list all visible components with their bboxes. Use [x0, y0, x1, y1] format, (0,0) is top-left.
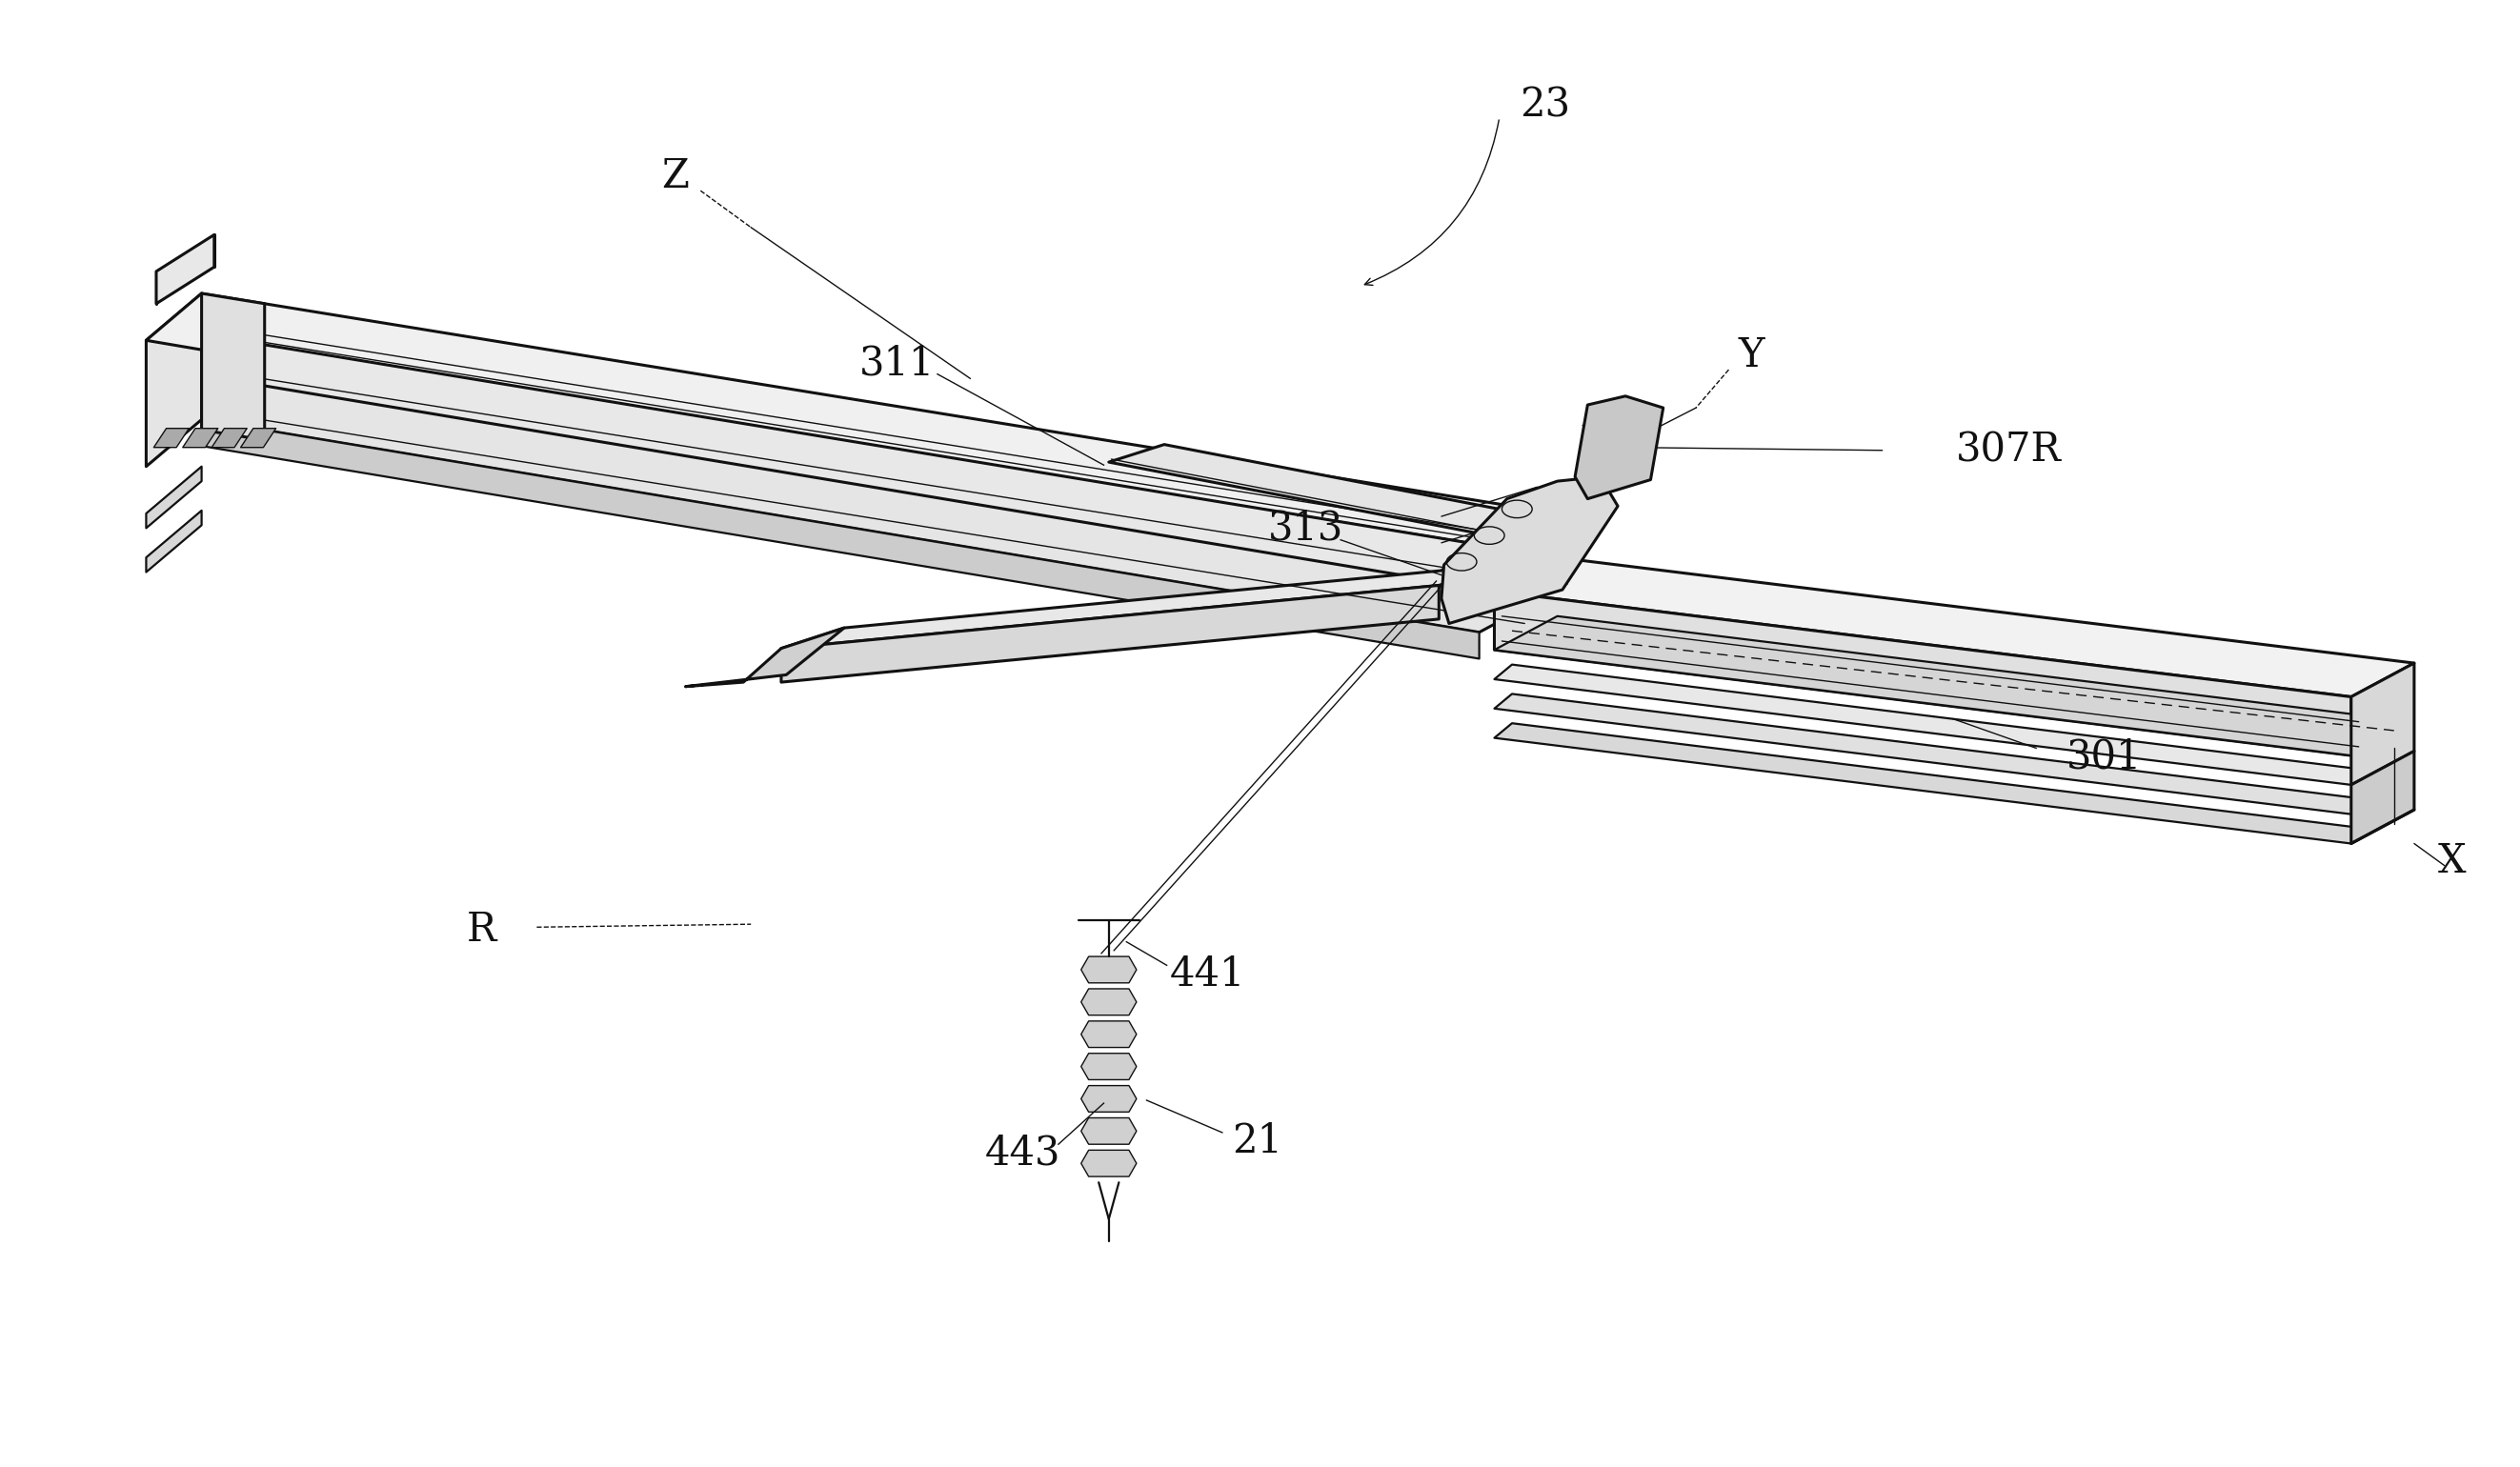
Text: 443: 443	[985, 1133, 1061, 1174]
Polygon shape	[781, 585, 1439, 682]
Text: 441: 441	[1169, 954, 1245, 995]
Polygon shape	[181, 428, 219, 447]
Polygon shape	[1494, 723, 2369, 844]
Text: 311: 311	[859, 343, 935, 384]
Text: Y: Y	[1739, 334, 1764, 376]
Polygon shape	[146, 467, 202, 528]
Polygon shape	[146, 511, 202, 572]
Polygon shape	[202, 345, 1557, 591]
Polygon shape	[202, 293, 265, 440]
Polygon shape	[1494, 591, 2351, 756]
Polygon shape	[1494, 694, 2369, 814]
Polygon shape	[1109, 445, 1575, 541]
Polygon shape	[156, 235, 214, 304]
Polygon shape	[212, 428, 247, 447]
Polygon shape	[1494, 616, 2414, 756]
Polygon shape	[1081, 1118, 1137, 1144]
Polygon shape	[202, 337, 1512, 577]
Polygon shape	[1081, 1021, 1137, 1047]
Text: R: R	[466, 910, 496, 951]
Polygon shape	[1575, 396, 1663, 499]
Polygon shape	[1441, 477, 1618, 623]
Polygon shape	[2351, 663, 2414, 785]
Polygon shape	[1081, 989, 1137, 1015]
Polygon shape	[146, 293, 265, 351]
Text: 313: 313	[1268, 508, 1343, 549]
Polygon shape	[1081, 1150, 1137, 1177]
Polygon shape	[781, 565, 1502, 648]
Text: 23: 23	[1520, 85, 1570, 126]
Text: 307R: 307R	[1956, 430, 2061, 471]
Polygon shape	[1081, 1053, 1137, 1080]
Polygon shape	[146, 293, 202, 467]
Polygon shape	[1081, 1086, 1137, 1112]
Polygon shape	[202, 378, 1494, 618]
Text: 301: 301	[2066, 736, 2142, 778]
Polygon shape	[1494, 665, 2369, 785]
Polygon shape	[685, 628, 844, 687]
Polygon shape	[202, 420, 1479, 659]
Polygon shape	[202, 386, 1542, 632]
Polygon shape	[1494, 557, 2414, 697]
Text: Z: Z	[663, 156, 688, 197]
Text: 21: 21	[1232, 1121, 1283, 1162]
Polygon shape	[2351, 751, 2414, 844]
Polygon shape	[154, 428, 189, 447]
Polygon shape	[202, 304, 1575, 550]
Polygon shape	[1081, 956, 1137, 983]
Polygon shape	[242, 428, 277, 447]
Text: X: X	[2437, 841, 2467, 882]
